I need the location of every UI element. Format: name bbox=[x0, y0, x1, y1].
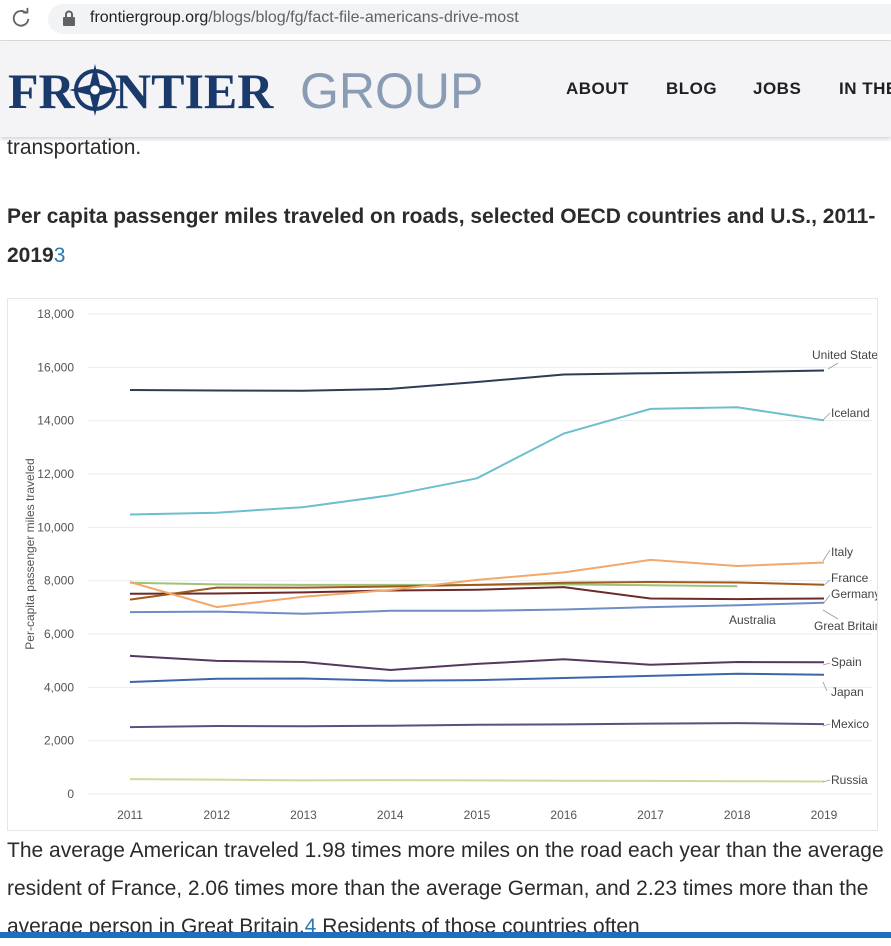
series-line bbox=[129, 722, 825, 729]
y-axis-label: Per-capita passenger miles traveled bbox=[23, 458, 37, 649]
series-label-leader bbox=[822, 594, 831, 605]
y-tick-label: 2,000 bbox=[44, 734, 74, 748]
x-tick-label: 2012 bbox=[203, 808, 230, 822]
x-tick-label: 2011 bbox=[117, 808, 143, 822]
y-tick-label: 10,000 bbox=[37, 520, 74, 534]
y-tick-label: 8,000 bbox=[44, 574, 74, 588]
url-text[interactable]: frontiergroup.org/blogs/blog/fg/fact-fil… bbox=[90, 9, 519, 26]
footnote-link[interactable]: 3 bbox=[53, 244, 66, 267]
series-line bbox=[129, 406, 825, 516]
series-label-leader bbox=[822, 681, 828, 692]
series-line bbox=[129, 778, 825, 783]
footnote-link-4[interactable]: 4 bbox=[304, 915, 317, 938]
y-tick-label: 18,000 bbox=[37, 307, 74, 321]
x-tick-label: 2018 bbox=[724, 808, 751, 822]
series-label: Australia bbox=[729, 613, 776, 627]
series-label: Italy bbox=[831, 545, 853, 559]
lock-icon[interactable] bbox=[62, 10, 76, 26]
series-line bbox=[129, 601, 825, 615]
reload-icon[interactable] bbox=[10, 7, 32, 29]
series-line bbox=[129, 369, 825, 392]
series-label: Mexico bbox=[831, 717, 869, 731]
series-label-leader bbox=[822, 579, 831, 587]
series-label: United States bbox=[812, 348, 877, 362]
series-label-leader bbox=[822, 779, 831, 783]
series-label: Spain bbox=[831, 655, 862, 669]
series-line bbox=[129, 558, 825, 609]
series-line bbox=[129, 654, 825, 672]
series-label: Great Britain bbox=[814, 619, 877, 633]
nav-in-the-news[interactable]: IN THE bbox=[839, 79, 891, 98]
series-label: Iceland bbox=[831, 406, 870, 420]
series-line bbox=[129, 586, 825, 601]
series-label: France bbox=[831, 571, 869, 585]
series-label: Germany bbox=[831, 587, 877, 601]
series-label-leader bbox=[822, 662, 831, 666]
y-tick-label: 16,000 bbox=[37, 360, 74, 374]
series-line bbox=[129, 672, 825, 683]
series-label-leader bbox=[822, 609, 839, 620]
logo-text-fr: FR bbox=[8, 63, 76, 118]
chart-heading: Per capita passenger miles traveled on r… bbox=[7, 197, 887, 275]
series-line bbox=[129, 580, 825, 601]
series-label-leader bbox=[822, 412, 831, 421]
body-text: The average American traveled 1.98 times… bbox=[7, 839, 884, 938]
chart-container: 0 2,000 4,000 6,000 8,000 10,000 12,000 14,000 1… bbox=[7, 298, 884, 831]
series-label-leader bbox=[827, 362, 839, 370]
logo-text-ntier: NTIER bbox=[115, 63, 274, 118]
compass-icon bbox=[69, 64, 121, 116]
chart-heading-text: Per capita passenger miles traveled on r… bbox=[7, 205, 876, 267]
site-header bbox=[0, 41, 891, 137]
body-paragraph: The average American traveled 1.98 times… bbox=[7, 832, 887, 946]
x-tick-label: 2019 bbox=[811, 808, 838, 822]
nav-about[interactable]: ABOUT bbox=[566, 79, 629, 98]
series-label-leader bbox=[822, 723, 831, 727]
logo-text-group: GROUP bbox=[300, 63, 483, 118]
bottom-bar bbox=[0, 932, 891, 938]
x-tick-label: 2014 bbox=[377, 808, 404, 822]
series-label: Russia bbox=[831, 773, 868, 787]
y-tick-label: 4,000 bbox=[44, 680, 74, 694]
y-tick-label: 12,000 bbox=[37, 467, 74, 481]
url-field[interactable] bbox=[48, 4, 891, 34]
y-tick-label: 14,000 bbox=[37, 414, 74, 428]
previous-paragraph-text: transportation. bbox=[7, 136, 142, 159]
x-tick-label: 2015 bbox=[464, 808, 491, 822]
y-tick-label: 0 bbox=[67, 787, 74, 801]
browser-address-bar: frontiergroup.org/blogs/blog/fg/fact-fil… bbox=[0, 0, 891, 41]
nav-blog[interactable]: BLOG bbox=[666, 79, 718, 98]
series-label-leader bbox=[822, 549, 831, 562]
y-tick-label: 6,000 bbox=[44, 627, 74, 641]
line-chart: 0 2,000 4,000 6,000 8,000 10,000 12,000 14,000 1… bbox=[23, 307, 884, 822]
x-tick-label: 2016 bbox=[550, 808, 577, 822]
series-label: Japan bbox=[831, 685, 864, 699]
x-tick-label: 2013 bbox=[290, 808, 317, 822]
x-tick-label: 2017 bbox=[637, 808, 664, 822]
frontier-group-logo[interactable]: FR NTIER GROUP bbox=[6, 62, 486, 118]
nav-jobs[interactable]: JOBS bbox=[753, 79, 802, 98]
